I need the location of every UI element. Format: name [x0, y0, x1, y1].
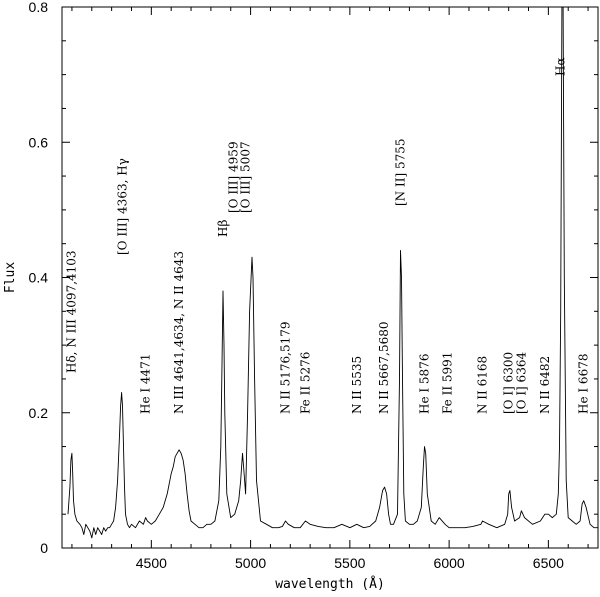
y-tick-label: 0.8 [29, 0, 49, 15]
line-label: N II 6482 [538, 356, 552, 414]
line-label: He I 5876 [417, 354, 431, 414]
line-label: He I 6678 [577, 354, 591, 414]
line-label: Fe II 5991 [440, 352, 454, 414]
x-tick-label: 5500 [334, 555, 365, 571]
line-label: [O III] 4363, Hγ [116, 158, 130, 255]
axis-ticks [62, 7, 598, 548]
line-label: N III 4641,4634, N II 4643 [172, 251, 186, 414]
y-tick-labels: 0 0.2 0.4 0.6 0.8 [29, 0, 49, 556]
y-tick-label: 0 [40, 540, 48, 556]
line-label: He I 4471 [139, 354, 153, 414]
x-tick-label: 6000 [434, 555, 465, 571]
line-label: N II 5176,5179 [279, 321, 293, 414]
line-label: Hβ [216, 220, 230, 237]
x-axis-title: wavelength (Å) [275, 576, 385, 592]
y-tick-label: 0.2 [29, 405, 49, 421]
y-axis-title: Flux [3, 262, 18, 293]
plot-frame [61, 6, 599, 549]
line-label: Hα [554, 57, 568, 76]
line-label: [O III] 5007 [239, 141, 253, 213]
line-label: [O III] 4959 [227, 141, 241, 213]
y-tick-label: 0.6 [29, 134, 49, 150]
x-tick-labels: 4500 5000 5500 6000 6500 [136, 555, 564, 571]
x-tick-label: 6500 [533, 555, 564, 571]
line-label: N II 5535 [350, 356, 364, 414]
line-label: [O I] 6300 [502, 352, 516, 414]
line-label: Fe II 5276 [298, 352, 312, 414]
x-tick-label: 5000 [235, 555, 266, 571]
line-label: [N II] 5755 [393, 138, 407, 206]
line-annotations: Hδ, N III 4097,4103 [O III] 4363, Hγ He I … [64, 57, 590, 414]
line-label: Hδ, N III 4097,4103 [64, 250, 78, 373]
line-label: [O I] 6364 [514, 352, 528, 414]
x-tick-label: 4500 [136, 555, 167, 571]
y-tick-label: 0.4 [29, 270, 49, 286]
spectrum-line [67, 6, 598, 539]
line-label: N II 6168 [475, 356, 489, 414]
line-label: N II 5667,5680 [377, 321, 391, 414]
